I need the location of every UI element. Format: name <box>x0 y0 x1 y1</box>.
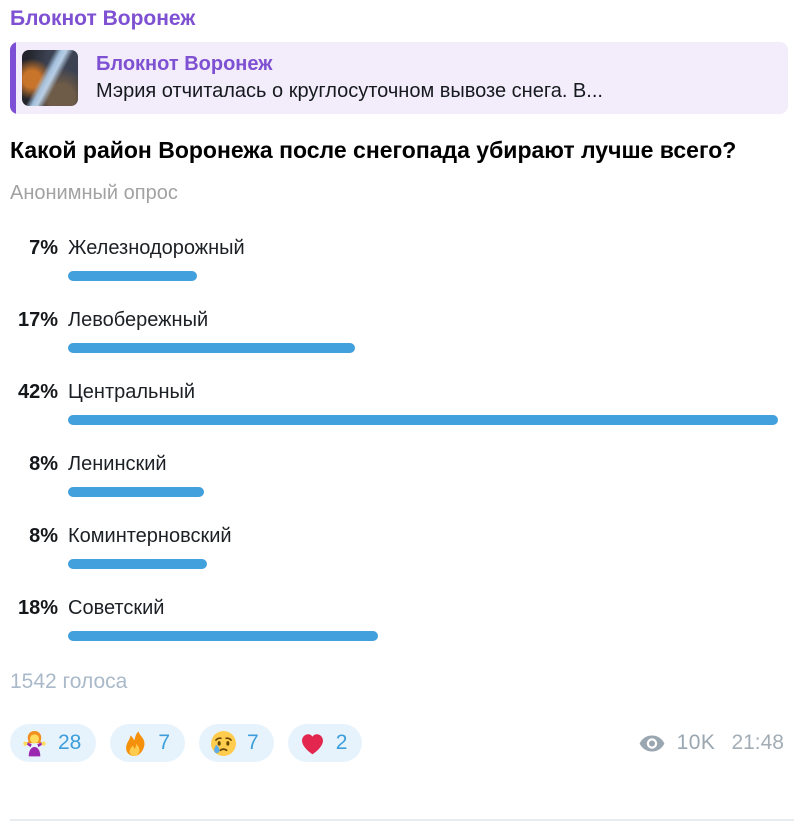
option-percent: 8% <box>29 525 58 547</box>
option-label: Советский <box>68 597 165 619</box>
reaction-count: 2 <box>335 731 348 754</box>
reaction-count: 7 <box>158 731 171 754</box>
reaction-count: 28 <box>58 731 82 754</box>
message-footer: 28 7 7 2 10K 21:48 <box>10 724 790 762</box>
reaction-button[interactable]: 7 <box>199 724 274 762</box>
eye-icon <box>639 735 665 752</box>
poll-votes-count: 1542 голоса <box>10 670 128 693</box>
crying-face-icon <box>209 729 238 758</box>
shrug-woman-icon <box>20 729 49 758</box>
option-percent: 7% <box>29 237 58 259</box>
option-label: Центральный <box>68 381 196 403</box>
channel-title[interactable]: Блокнот Воронеж <box>10 7 196 30</box>
option-label: Ленинский <box>68 453 167 475</box>
poll-question: Какой район Воронежа после снегопада уби… <box>10 137 737 163</box>
option-label: Железнодорожный <box>68 237 245 259</box>
reply-accent-bar <box>10 42 16 114</box>
option-result-bar <box>68 343 355 353</box>
reaction-button[interactable]: 2 <box>287 724 363 762</box>
poll-option: 17% Левобережный <box>10 307 790 353</box>
reply-snippet: Мэрия отчиталась о круглосуточном вывозе… <box>96 80 603 102</box>
option-result-bar <box>68 631 378 641</box>
poll-option: 8% Ленинский <box>10 451 790 497</box>
option-result-bar <box>68 559 207 569</box>
views-and-time: 10K 21:48 <box>639 731 784 755</box>
option-result-bar <box>68 415 778 425</box>
poll-option: 8% Коминтерновский <box>10 523 790 569</box>
views-count: 10K <box>676 731 716 754</box>
message-divider <box>10 819 794 821</box>
reaction-button[interactable]: 7 <box>110 724 186 762</box>
reply-author: Блокнот Воронеж <box>96 53 273 75</box>
reply-texts: Блокнот Воронеж Мэрия отчиталась о кругл… <box>10 42 788 105</box>
poll-option: 18% Советский <box>10 595 790 641</box>
reply-quote-block[interactable]: Блокнот Воронеж Мэрия отчиталась о кругл… <box>10 42 788 114</box>
option-label: Коминтерновский <box>68 525 232 547</box>
option-percent: 17% <box>17 309 58 331</box>
heart-icon <box>298 729 327 758</box>
message-time: 21:48 <box>731 731 784 754</box>
reaction-count: 7 <box>247 731 259 754</box>
fire-icon <box>120 729 149 758</box>
reply-photo-thumbnail <box>22 50 78 106</box>
option-percent: 42% <box>17 381 58 403</box>
poll-option: 42% Центральный <box>10 379 790 425</box>
option-result-bar <box>68 487 204 497</box>
poll-options: 7% Железнодорожный 17% Левобережный 42% … <box>10 235 790 641</box>
reaction-button[interactable]: 28 <box>10 724 97 762</box>
poll-type-label: Анонимный опрос <box>10 182 178 204</box>
option-result-bar <box>68 271 197 281</box>
option-percent: 18% <box>17 597 58 619</box>
option-percent: 8% <box>29 453 58 475</box>
reactions-row: 28 7 7 2 <box>10 724 363 762</box>
option-label: Левобережный <box>68 309 209 331</box>
poll-option: 7% Железнодорожный <box>10 235 790 281</box>
